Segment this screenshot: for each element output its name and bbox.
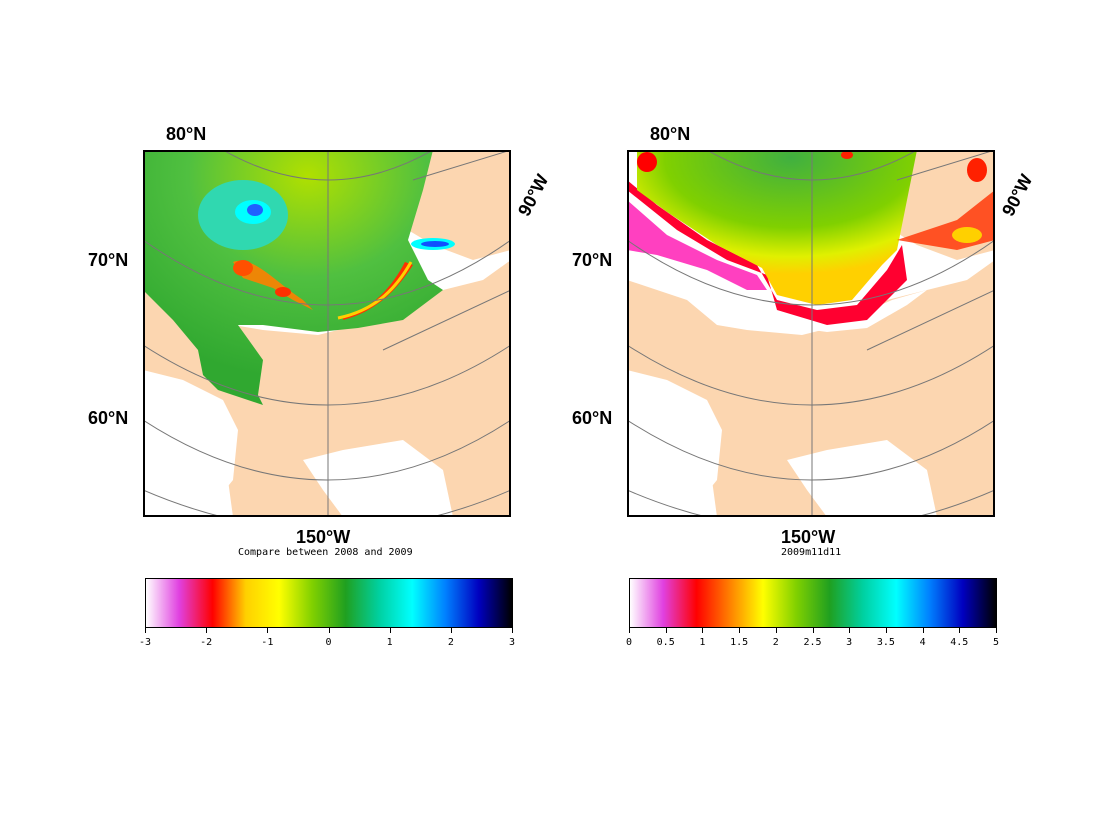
right-colorbar-tick-mark [775,627,777,633]
right-lon-150-label: 150°W [781,527,836,547]
left-lat-60-label: 60°N [88,408,129,428]
left-colorbar-tick-label: -1 [261,637,274,648]
right-colorbar-tick-mark [849,627,851,633]
right-lat-70-label: 70°N [572,250,613,270]
right-colorbar-tick-label: 5 [992,637,1000,648]
left-lat-80-label: 80°N [166,124,207,144]
left-colorbar-tick-mark [206,627,208,633]
left-colorbar-tick-label: 3 [508,637,516,648]
left-lon-150-label: 150°W [296,527,351,547]
right-colorbar-tick-mark [959,627,961,633]
right-map [627,150,995,517]
left-colorbar-tick-mark [512,627,513,633]
left-colorbar-tick-mark [389,627,391,633]
right-colorbar-tick-label: 1 [699,637,706,648]
right-colorbar-tick-mark [629,627,630,633]
right-lat-80-label: 80°N [650,124,691,144]
right-lon-90-label: 90°W [998,170,1037,220]
right-colorbar-tick-label: 4.5 [950,637,969,648]
left-colorbar [145,578,513,628]
right-colorbar-tick-label: 3 [846,637,853,648]
right-field [637,150,917,305]
right-colorbar [629,578,997,628]
left-colorbar-tick-mark [328,627,330,633]
right-colorbar-tick-label: 2 [772,637,779,648]
right-colorbar-tick-label: 0.5 [656,637,675,648]
right-subtitle: 2009m11d11 [781,547,842,558]
right-colorbar-tick-label: 0 [625,637,633,648]
right-colorbar-tick-label: 1.5 [730,637,749,648]
right-colorbar-tick-mark [812,627,814,633]
left-map [143,150,511,517]
left-lon-90-label: 90°W [514,170,553,220]
right-colorbar-tick-mark [922,627,924,633]
right-colorbar-tick-label: 2.5 [803,637,822,648]
canadian-archipelago-land [408,150,511,260]
right-colorbar-tick-mark [996,627,997,633]
left-colorbar-tick-mark [267,627,269,633]
right-colorbar-tick-mark [702,627,704,633]
right-lat-60-label: 60°N [572,408,613,428]
left-colorbar-tick-label: -3 [138,637,152,648]
right-colorbar-tick-mark [885,627,887,633]
right-colorbar-tick-label: 3.5 [876,637,895,648]
left-colorbar-tick-mark [450,627,452,633]
right-colorbar-tick-label: 4 [919,637,926,648]
left-lat-70-label: 70°N [88,250,129,270]
left-colorbar-tick-label: 2 [447,637,454,648]
left-colorbar-tick-mark [145,627,146,633]
left-colorbar-tick-label: -2 [200,637,213,648]
left-colorbar-tick-label: 0 [325,637,332,648]
left-subtitle: Compare between 2008 and 2009 [238,547,413,558]
right-colorbar-tick-mark [665,627,667,633]
left-colorbar-tick-label: 1 [386,637,393,648]
right-colorbar-tick-mark [739,627,741,633]
